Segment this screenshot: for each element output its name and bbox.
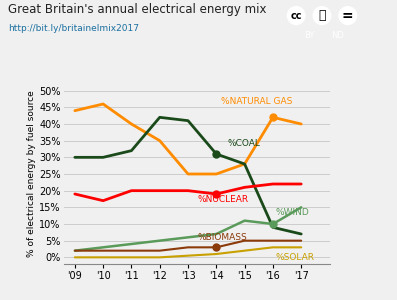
Text: %WIND: %WIND (276, 208, 310, 217)
Text: %BIOMASS: %BIOMASS (198, 233, 248, 242)
Text: cc: cc (291, 11, 302, 21)
Y-axis label: % of electrical energy by fuel source: % of electrical energy by fuel source (27, 91, 37, 257)
Text: %NUCLEAR: %NUCLEAR (198, 195, 249, 204)
Text: %COAL: %COAL (227, 139, 260, 148)
Text: %NATURAL GAS: %NATURAL GAS (221, 97, 292, 106)
Circle shape (339, 7, 357, 25)
Text: %SOLAR: %SOLAR (276, 253, 315, 262)
Circle shape (313, 7, 331, 25)
Circle shape (287, 7, 305, 25)
Text: ⓘ: ⓘ (318, 9, 326, 22)
Text: Great Britain's annual electrical energy mix: Great Britain's annual electrical energy… (8, 3, 266, 16)
Text: =: = (342, 9, 354, 22)
Text: http://bit.ly/britainelmix2017: http://bit.ly/britainelmix2017 (8, 24, 139, 33)
Text: BY: BY (304, 31, 314, 40)
Text: ND: ND (331, 31, 344, 40)
